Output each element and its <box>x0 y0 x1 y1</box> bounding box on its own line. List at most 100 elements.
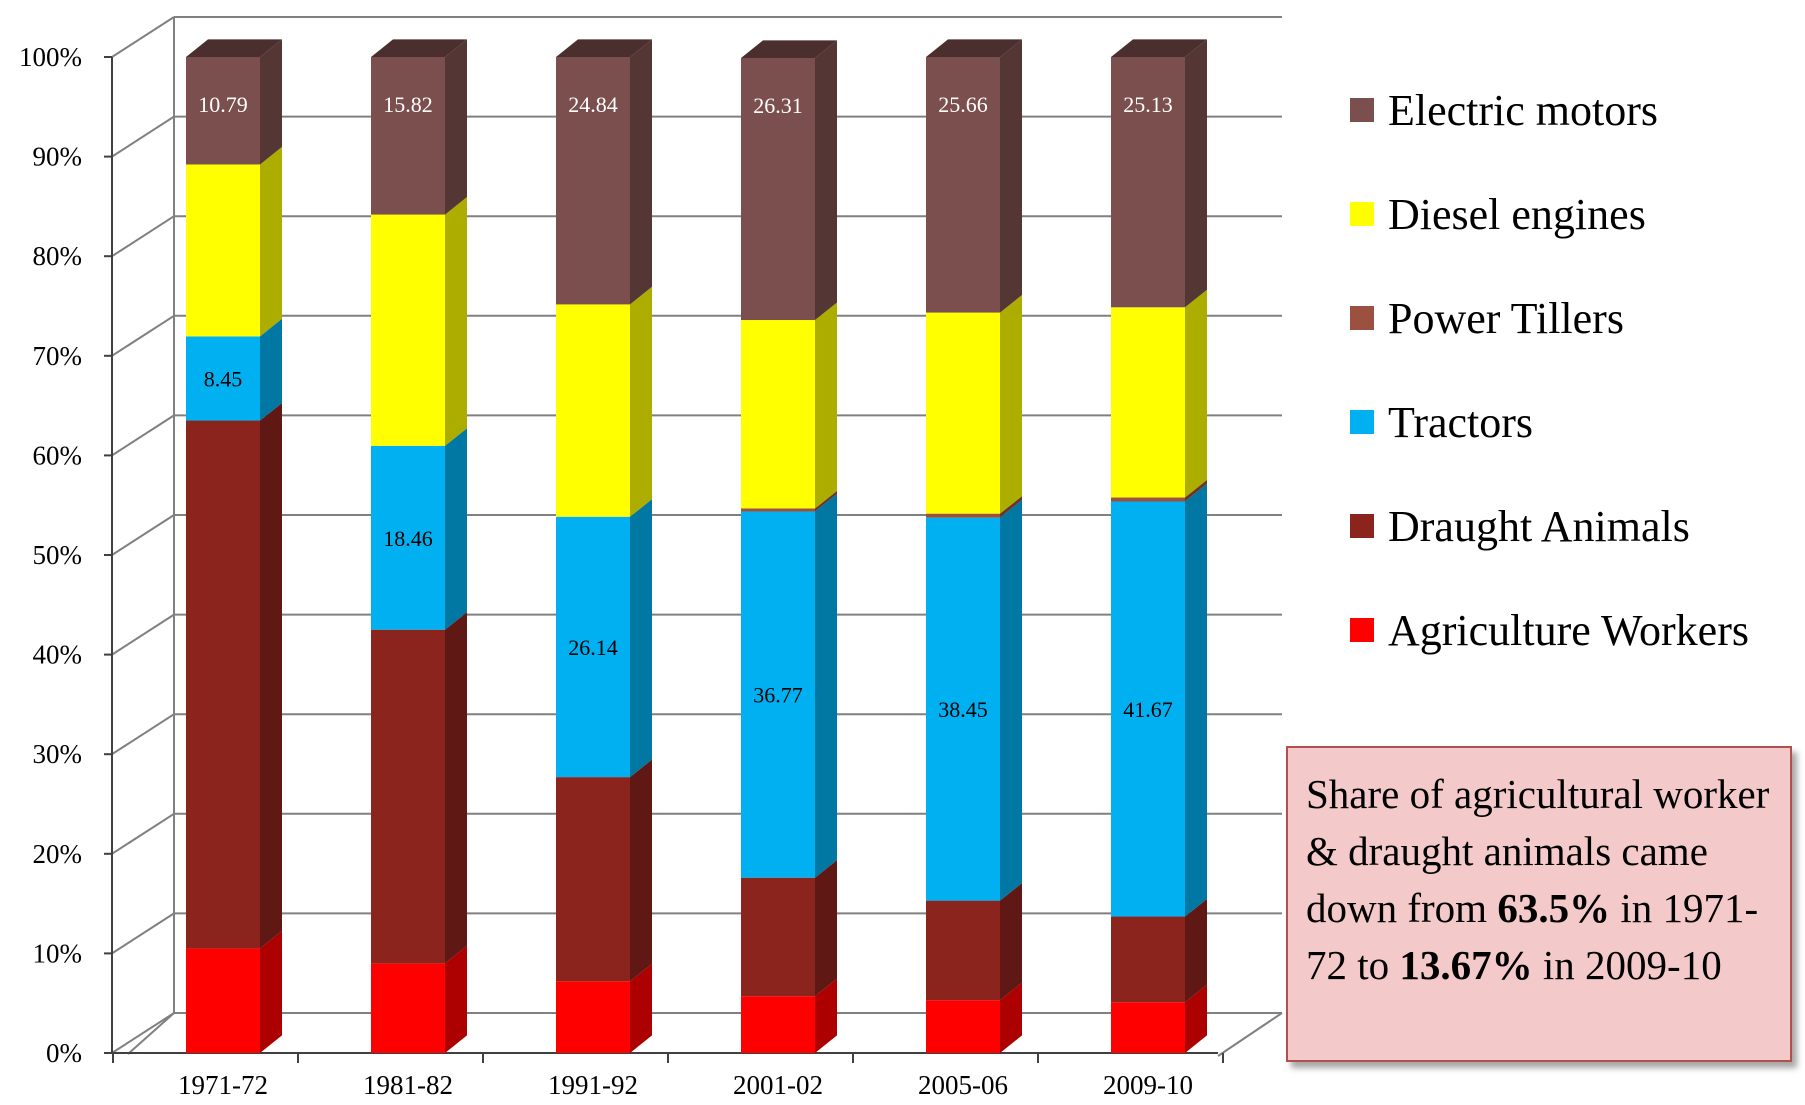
bar-diesel-engines-side <box>260 146 282 337</box>
bar-stack-2005-06 <box>926 39 1022 1053</box>
bar-top-face <box>556 39 652 57</box>
data-label: 24.84 <box>568 92 618 117</box>
x-tick-label: 2001-02 <box>733 1070 823 1100</box>
annotation-text: in 2009-10 <box>1532 942 1722 988</box>
gridline-side <box>111 215 175 258</box>
y-tick-label: 70% <box>33 341 83 371</box>
y-tick-label: 60% <box>33 440 83 470</box>
legend-swatch <box>1350 618 1374 642</box>
bar-electric-motors-side <box>630 39 652 305</box>
legend-label: Electric motors <box>1388 85 1659 135</box>
floor-left-edge <box>127 1012 175 1055</box>
data-label: 25.13 <box>1123 92 1173 117</box>
bar-tractors-side <box>1185 483 1207 917</box>
bar-top-face <box>371 39 467 57</box>
bar-diesel-engines-side <box>630 286 652 517</box>
annotation-highlight-end-value: 13.67% <box>1399 942 1533 988</box>
legend-item-tractors: Tractors <box>1350 370 1749 474</box>
legend-item-diesel-engines: Diesel engines <box>1350 162 1749 266</box>
bar-agriculture-workers-side <box>1000 982 1022 1053</box>
bar-agriculture-workers-side <box>445 945 467 1053</box>
bar-power-tillers-side <box>1185 479 1207 502</box>
bar-agriculture-workers-side <box>1185 984 1207 1053</box>
chart-legend: Electric motors Diesel engines Power Til… <box>1350 58 1749 682</box>
bar-draught-animals <box>926 900 1000 1001</box>
bar-draught-animals-side <box>630 759 652 982</box>
gridline-side <box>111 613 175 656</box>
bar-draught-animals-side <box>260 402 282 949</box>
data-label: 25.66 <box>938 92 988 117</box>
legend-label: Power Tillers <box>1388 293 1624 343</box>
bar-draught-animals-side <box>815 860 837 997</box>
bar-tractors <box>741 511 815 878</box>
bar-tractors-side <box>1000 500 1022 901</box>
bar-top-face <box>741 40 837 58</box>
bar-diesel-engines <box>741 320 815 509</box>
bar-draught-animals-side <box>1000 883 1022 1001</box>
bar-electric-motors <box>371 57 445 215</box>
bar-diesel-engines-side <box>445 196 467 446</box>
bar-agriculture-workers-side <box>815 978 837 1053</box>
data-label: 26.31 <box>753 93 803 118</box>
bar-diesel-engines <box>926 312 1000 514</box>
chart-gridlines <box>111 16 1282 1054</box>
gridline-side <box>111 514 175 556</box>
legend-label: Draught Animals <box>1388 501 1690 551</box>
bar-agriculture-workers <box>186 948 260 1053</box>
bar-agriculture-workers <box>1111 1002 1185 1053</box>
bar-power-tillers <box>741 508 815 512</box>
bar-draught-animals-side <box>445 612 467 964</box>
bar-tractors-side <box>815 493 837 878</box>
data-label: 38.45 <box>938 697 988 722</box>
data-label: 10.79 <box>198 92 248 117</box>
legend-swatch <box>1350 202 1374 226</box>
data-label: 15.82 <box>383 92 433 117</box>
bar-stack-1971-72 <box>186 39 282 1053</box>
bar-tractors <box>556 516 630 778</box>
bar-tractors <box>186 336 260 421</box>
legend-item-draught-animals: Draught Animals <box>1350 474 1749 578</box>
bar-power-tillers <box>926 513 1000 518</box>
bar-electric-motors-side <box>1185 39 1207 308</box>
bar-diesel-engines <box>1111 307 1185 498</box>
bar-draught-animals <box>371 629 445 964</box>
bar-stack-1991-92 <box>556 39 652 1053</box>
legend-swatch <box>1350 514 1374 538</box>
bar-diesel-engines-side <box>815 302 837 509</box>
bar-electric-motors-side <box>1000 39 1022 313</box>
y-tick-label: 50% <box>33 540 83 570</box>
gridline-side <box>111 314 175 357</box>
bar-tractors-side <box>630 499 652 778</box>
legend-item-agriculture-workers: Agriculture Workers <box>1350 578 1749 682</box>
y-tick-label: 40% <box>33 640 83 670</box>
y-tick-label: 10% <box>33 938 83 968</box>
bar-electric-motors <box>1111 57 1185 308</box>
bar-electric-motors <box>556 57 630 305</box>
bar-agriculture-workers <box>741 996 815 1053</box>
bar-electric-motors <box>926 57 1000 313</box>
bar-tractors <box>926 517 1000 901</box>
bar-top-face <box>926 39 1022 57</box>
x-tick-label: 1971-72 <box>178 1070 268 1100</box>
y-tick-label: 90% <box>33 142 83 172</box>
legend-label: Diesel engines <box>1388 189 1646 239</box>
legend-item-power-tillers: Power Tillers <box>1350 266 1749 370</box>
bar-electric-motors <box>741 57 815 321</box>
bar-tractors <box>371 445 445 630</box>
y-tick-label: 0% <box>46 1038 82 1068</box>
bar-diesel-engines <box>556 304 630 517</box>
gridline-side <box>111 115 175 158</box>
annotation-box: Share of agricultural worker & draught a… <box>1286 746 1792 1062</box>
data-label: 18.46 <box>383 526 433 551</box>
bar-agriculture-workers <box>371 963 445 1053</box>
bar-electric-motors-side <box>445 39 467 215</box>
annotation-text: Share of agricultural worker & draught a… <box>1306 771 1770 931</box>
gridline-side <box>111 812 175 855</box>
x-tick-label: 1981-82 <box>363 1070 453 1100</box>
gridline-side <box>111 16 175 58</box>
bar-agriculture-workers <box>556 981 630 1053</box>
data-label: 8.45 <box>204 366 243 391</box>
x-tick-label: 1991-92 <box>548 1070 638 1100</box>
legend-swatch <box>1350 98 1374 122</box>
